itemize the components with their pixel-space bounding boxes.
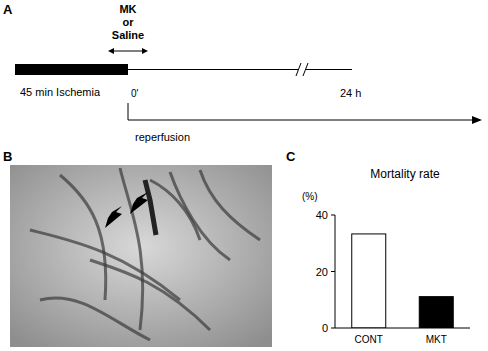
treatment-label: or — [123, 16, 135, 28]
x-tick-label: MKT — [426, 334, 447, 345]
treatment-label: Saline — [112, 29, 144, 41]
vessel — [170, 172, 230, 260]
ischemia-bar — [15, 64, 128, 75]
bar — [352, 234, 386, 328]
y-tick-label: 40 — [316, 209, 328, 221]
start-label: 0' — [131, 88, 139, 99]
vessel — [200, 170, 260, 240]
arrow-head — [472, 116, 482, 124]
bar — [419, 297, 453, 328]
double-arrow — [112, 51, 144, 52]
timeline — [128, 69, 298, 70]
timeline — [306, 69, 352, 70]
reperfusion-label: reperfusion — [135, 131, 190, 143]
axis-break — [296, 63, 301, 76]
ischemia-label: 45 min Ischemia — [20, 86, 101, 98]
chart-title: Mortality rate — [370, 167, 440, 181]
y-axis-label: (%) — [302, 191, 318, 202]
panel-label: B — [3, 149, 12, 164]
treatment-label: MK — [119, 3, 136, 15]
y-tick — [331, 271, 335, 272]
bars — [352, 234, 454, 328]
arrow-head — [142, 48, 148, 54]
indicator-arrow — [130, 192, 148, 214]
angiogram — [10, 165, 272, 347]
y-tick-label: 20 — [316, 266, 328, 278]
x-tick-label: CONT — [355, 334, 383, 345]
figure: A B C MKorSaline 45 min Ischemia 0' 24 h reperf… — [0, 0, 488, 351]
indicator-arrow — [105, 206, 122, 228]
y-tick-label: 0 — [322, 322, 328, 334]
y-tick — [331, 328, 335, 329]
vessel — [60, 175, 106, 300]
panel-label: A — [3, 2, 13, 17]
panel-label: C — [286, 149, 296, 164]
vessel — [120, 168, 143, 330]
arrow-head — [108, 48, 114, 54]
catheter — [145, 180, 156, 235]
x-axis — [335, 328, 470, 329]
y-tick — [331, 215, 335, 216]
reperfusion-arrow — [128, 103, 474, 120]
end-label: 24 h — [340, 87, 361, 99]
angiogram-bg — [10, 165, 272, 347]
vessel — [90, 260, 210, 330]
vessel — [40, 298, 150, 340]
axis-break — [303, 63, 308, 76]
